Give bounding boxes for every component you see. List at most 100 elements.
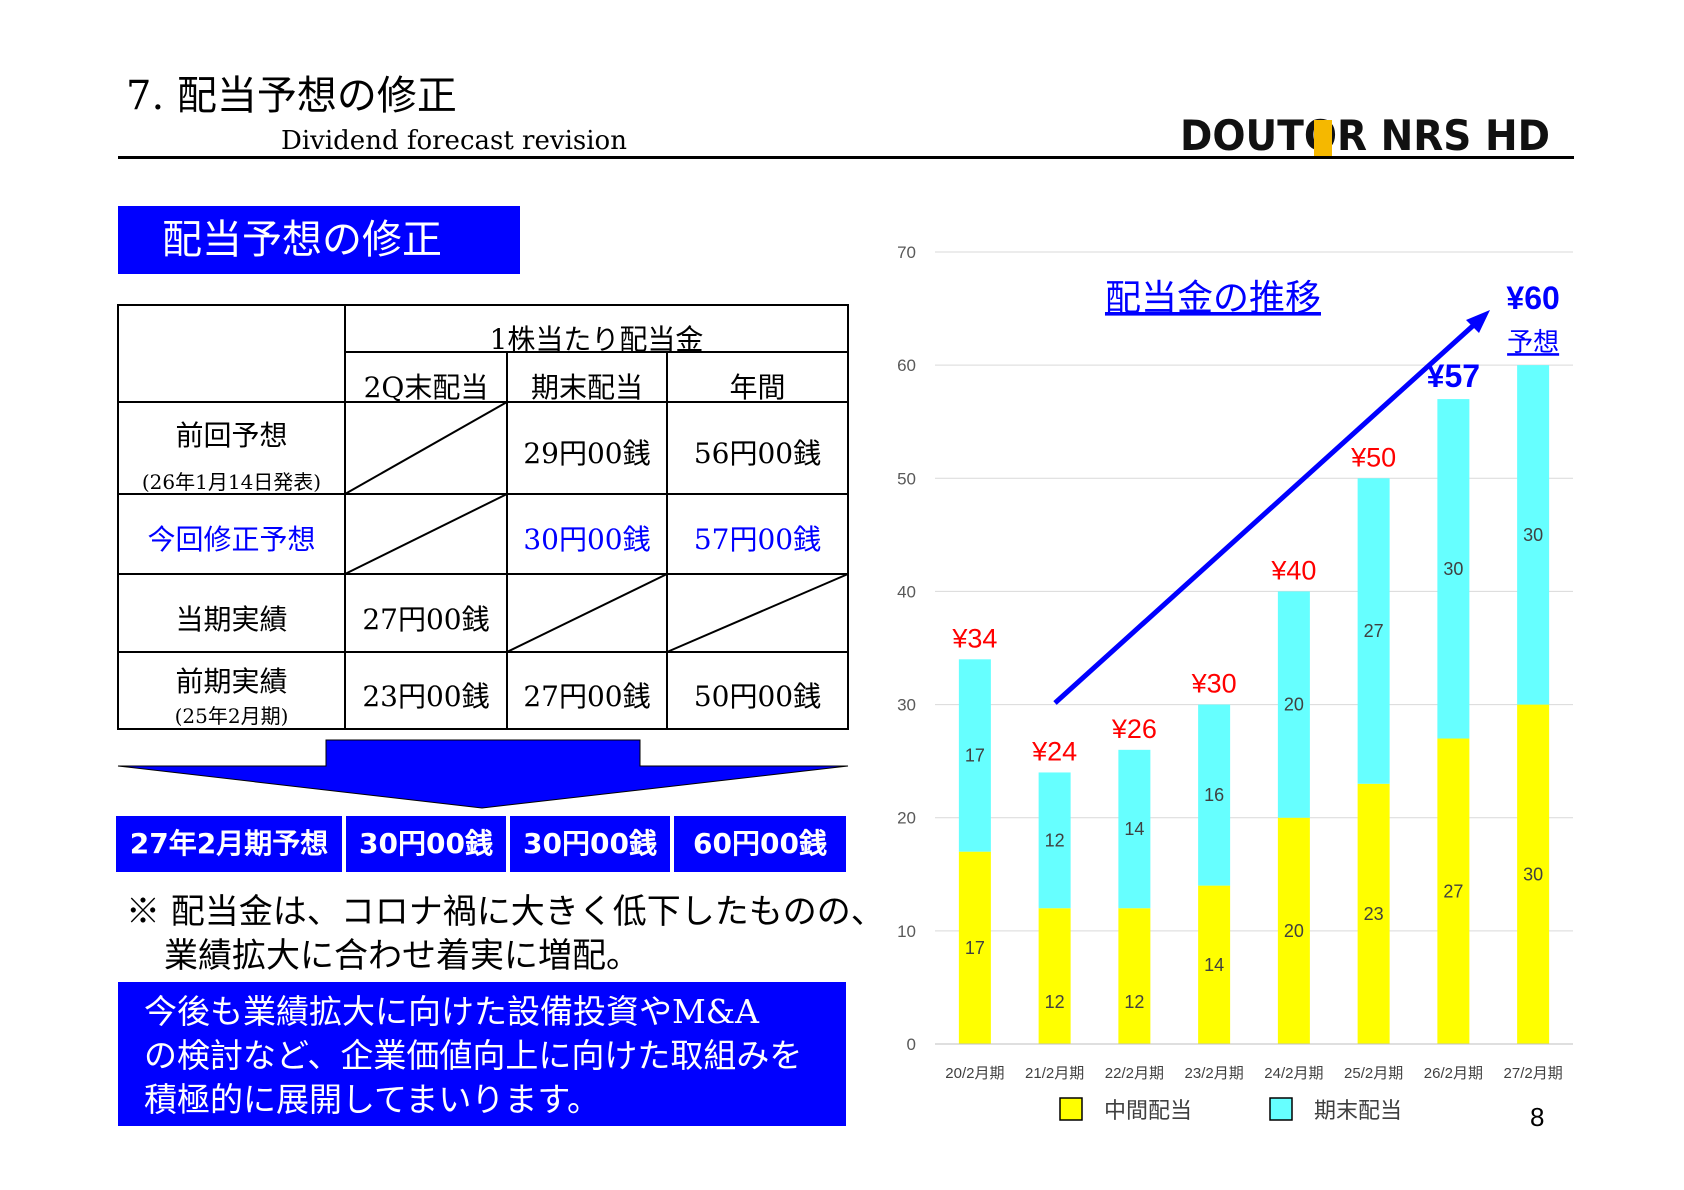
col-header-year-end: 期末配当 [530,371,643,404]
forecast-q2: 30円00銭 [346,816,506,872]
cell-revised-year-end: 30円00銭 [523,523,651,556]
chart-title: 配当金の推移 [1105,278,1321,319]
bar-year-end [1038,772,1071,909]
bar-interim [1277,817,1310,1044]
data-label-year-end: 30 [1523,525,1543,545]
total-label: ¥60 [1506,280,1559,316]
y-tick-label: 70 [897,243,916,262]
col-header-q2: 2Q末配当 [363,371,489,404]
x-tick-label: 27/2月期 [1504,1065,1563,1082]
logo-accent [1314,120,1332,156]
bar-interim [1517,704,1550,1044]
page-title: 7. 配当予想の修正 [126,73,457,119]
x-tick-label: 20/2月期 [945,1065,1004,1082]
forecast-year-end: 30円00銭 [510,816,670,872]
trend-arrowhead [1466,310,1490,333]
y-tick-label: 50 [897,469,916,488]
bar-interim [1437,738,1470,1044]
legend-swatch-year-end [1269,1097,1293,1121]
data-label-interim: 12 [1124,992,1144,1012]
data-label-interim: 20 [1284,921,1304,941]
policy-line-2: の検討など、企業価値向上に向けた取組みを [144,1036,803,1075]
forecast-label: 27年2月期予想 [116,816,342,872]
bar-year-end [958,659,991,852]
data-label-interim: 23 [1364,904,1384,924]
row-label-revised-forecast: 今回修正予想 [147,523,316,556]
data-label-year-end: 16 [1204,785,1224,805]
row-label-previous-forecast: 前回予想 [175,419,288,452]
col-header-annual: 年間 [729,371,786,404]
bar-interim [1357,783,1390,1044]
data-label-year-end: 30 [1443,559,1463,579]
bar-interim [1038,908,1071,1044]
bar-year-end [1198,704,1231,886]
bar-year-end [1277,591,1310,818]
total-label: ¥34 [951,623,997,653]
cell-previous-year-end: 29円00銭 [523,437,651,470]
cell-revised-annual: 57円00銭 [693,523,822,556]
dividend-chart: 0 10 20 30 40 50 60 70 17 17 20/2月期 ¥34 12 12 21/2月期 ¥2… [897,243,1573,1124]
note-line-1: ※ 配当金は、コロナ禍に大きく低下したものの、 [126,892,885,932]
forecast-annual: 60円00銭 [674,816,846,872]
cell-prior-annual: 50円00銭 [693,680,822,713]
trend-arrow-line [1053,321,1478,705]
down-arrow [117,739,849,809]
bar-interim [1198,885,1231,1044]
cell-previous-annual: 56円00銭 [693,437,822,470]
data-label-interim: 14 [1204,955,1224,975]
x-tick-label: 22/2月期 [1105,1065,1164,1082]
data-label-interim: 12 [1045,992,1065,1012]
row-label-prior-actual: 前期実績 [175,665,288,698]
y-tick-label: 40 [897,582,916,601]
bar-year-end [1118,749,1151,909]
row-sublabel-prior-actual: (25年2月期) [174,704,289,728]
total-label: ¥26 [1111,714,1157,744]
bar-year-end [1437,399,1470,739]
x-tick-label: 26/2月期 [1424,1065,1483,1082]
data-label-interim: 30 [1523,864,1543,884]
data-label-year-end: 20 [1284,695,1304,715]
x-tick-label: 23/2月期 [1185,1065,1244,1082]
row-label-current-actual: 当期実績 [175,603,288,636]
page-subtitle: Dividend forecast revision [281,126,627,156]
y-tick-label: 60 [897,356,916,375]
bar-interim [958,851,991,1044]
y-tick-label: 20 [897,809,916,828]
company-logo: DOUTOR NRS HD [1180,111,1550,160]
data-label-year-end: 27 [1364,621,1384,641]
forecast-label: 予想 [1507,328,1559,358]
legend-label-year-end: 期末配当 [1314,1099,1402,1124]
bar-interim [1118,908,1151,1044]
policy-line-3: 積極的に展開してまいります。 [144,1080,601,1119]
cell-prior-q2: 23円00銭 [362,680,490,713]
total-label: ¥50 [1350,442,1396,472]
note-line-2: 業績拡大に合わせ着実に増配。 [164,936,640,976]
header-divider [118,156,1574,159]
total-label: ¥24 [1031,736,1077,766]
bar-year-end [1357,478,1390,784]
cell-current-q2: 27円00銭 [362,603,490,636]
table-group-header: 1株当たり配当金 [489,323,704,356]
x-tick-label: 21/2月期 [1025,1065,1084,1082]
data-label-year-end: 17 [965,745,985,765]
section-heading: 配当予想の修正 [118,206,520,274]
policy-line-1: 今後も業績拡大に向けた設備投資やM&A [144,992,759,1031]
legend-label-interim: 中間配当 [1104,1099,1192,1124]
total-label: ¥57 [1427,358,1480,394]
x-tick-label: 25/2月期 [1344,1065,1403,1082]
data-label-interim: 27 [1443,881,1463,901]
data-label-interim: 17 [965,938,985,958]
page-number: 8 [1530,1102,1545,1132]
x-tick-label: 24/2月期 [1264,1065,1323,1082]
y-tick-label: 10 [897,922,916,941]
data-label-year-end: 14 [1124,819,1144,839]
total-label: ¥40 [1270,555,1316,585]
cell-prior-year-end: 27円00銭 [523,680,651,713]
total-label: ¥30 [1191,669,1237,699]
row-sublabel-previous-forecast: (26年1月14日発表) [141,470,322,494]
y-tick-label: 30 [897,696,916,715]
legend-swatch-interim [1059,1097,1083,1121]
y-tick-label: 0 [907,1035,916,1054]
policy-box: 今後も業績拡大に向けた設備投資やM&A の検討など、企業価値向上に向けた取組みを… [118,982,846,1126]
